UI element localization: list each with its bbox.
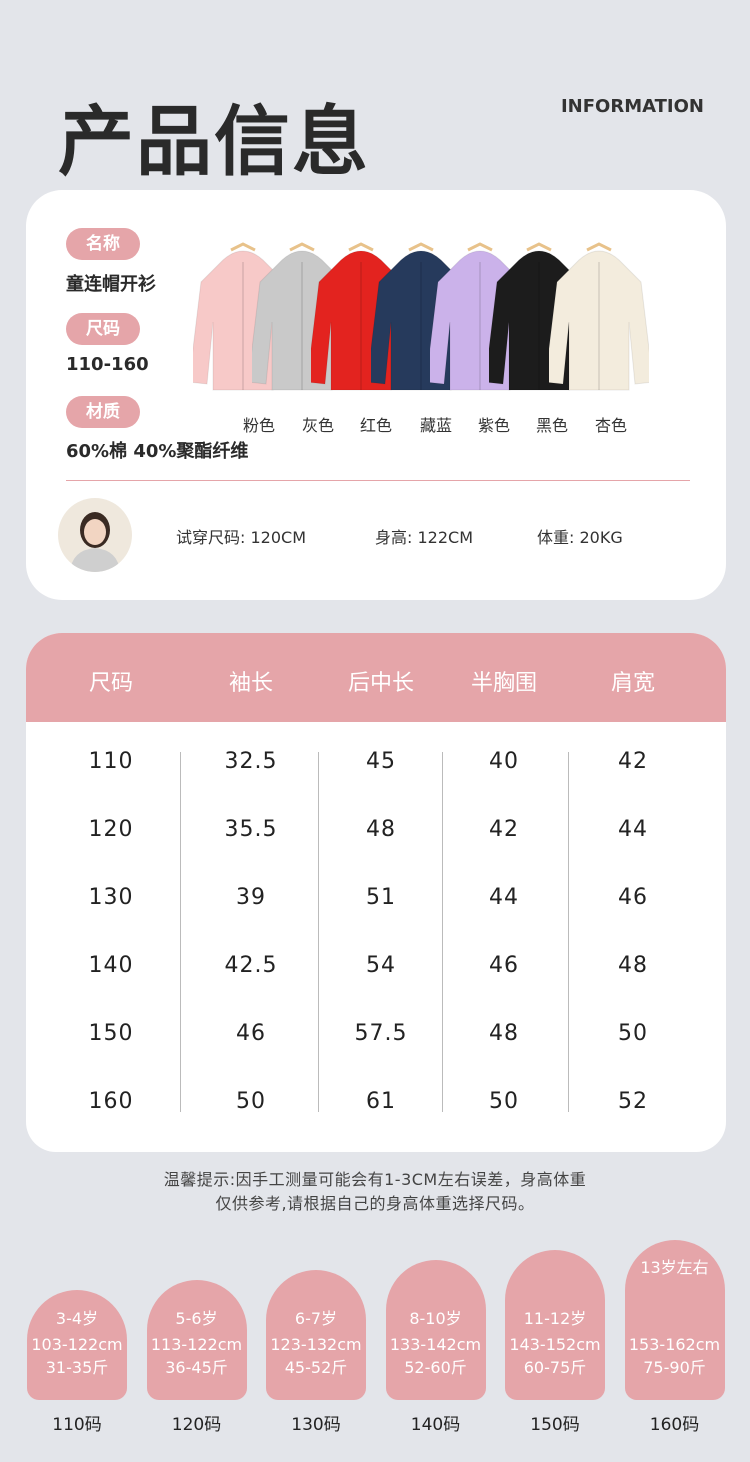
name-label: 名称 <box>66 228 140 260</box>
size-guide-card: 13岁左右 153-162cm 75-90斤 <box>624 1240 725 1400</box>
table-cell: 50 <box>618 1021 648 1046</box>
table-cell: 35.5 <box>224 817 278 842</box>
color-label: 杏色 <box>594 416 627 435</box>
column-divider <box>180 752 181 1112</box>
trial-size: 试穿尺码: 120CM <box>176 528 306 547</box>
weight-range: 45-52斤 <box>284 1358 348 1377</box>
table-cell: 40 <box>489 749 519 774</box>
height-range: 153-162cm <box>628 1335 721 1354</box>
table-cell: 57.5 <box>354 1021 408 1046</box>
table-cell: 120 <box>88 817 134 842</box>
product-info-card: 名称 童连帽开衫 尺码 110-160 材质 60%棉 40%聚酯纤维 粉色 灰色… <box>26 190 726 600</box>
table-cell: 48 <box>489 1021 519 1046</box>
size-table-header: 尺码 袖长 后中长 半胸围 肩宽 <box>26 633 726 722</box>
table-cell: 50 <box>236 1089 266 1114</box>
table-cell: 42 <box>618 749 648 774</box>
color-label: 红色 <box>359 416 392 435</box>
table-cell: 150 <box>88 1021 134 1046</box>
column-header: 袖长 <box>228 671 273 696</box>
size-code: 130码 <box>291 1415 341 1435</box>
column-header: 后中长 <box>347 671 414 696</box>
weight-range: 31-35斤 <box>45 1358 109 1377</box>
size-code: 110码 <box>52 1415 102 1435</box>
table-cell: 39 <box>236 885 266 910</box>
size-guide-card: 8-10岁 133-142cm 52-60斤 <box>385 1260 486 1400</box>
age-range: 11-12岁 <box>523 1309 587 1328</box>
table-cell: 110 <box>88 749 134 774</box>
hoodie-image <box>544 242 654 392</box>
table-cell: 54 <box>366 953 396 978</box>
model-avatar <box>58 498 132 572</box>
height-range: 103-122cm <box>31 1335 123 1354</box>
product-size: 110-160 <box>66 354 149 375</box>
size-guide-card: 3-4岁 103-122cm 31-35斤 <box>27 1290 127 1400</box>
size-guide-card: 11-12岁 143-152cm 60-75斤 <box>505 1250 605 1400</box>
table-cell: 42 <box>489 817 519 842</box>
color-label: 黑色 <box>535 416 568 435</box>
table-cell: 50 <box>489 1089 519 1114</box>
height-range: 113-122cm <box>150 1335 243 1354</box>
size-guide-card: 5-6岁 113-122cm 36-45斤 <box>146 1280 247 1400</box>
column-divider <box>318 752 319 1112</box>
material-label: 材质 <box>66 396 140 428</box>
weight-range: 75-90斤 <box>643 1358 706 1377</box>
color-label: 藏蓝 <box>419 416 452 435</box>
table-cell: 130 <box>88 885 134 910</box>
model-height: 身高: 122CM <box>375 528 473 547</box>
age-range: 13岁左右 <box>640 1258 709 1277</box>
height-range: 133-142cm <box>389 1335 482 1354</box>
column-header: 尺码 <box>88 671 133 696</box>
size-code: 140码 <box>410 1415 461 1435</box>
weight-range: 52-60斤 <box>404 1358 467 1377</box>
age-range: 5-6岁 <box>175 1309 218 1328</box>
size-code: 120码 <box>171 1415 222 1435</box>
age-range: 6-7岁 <box>294 1309 338 1328</box>
table-cell: 48 <box>366 817 396 842</box>
product-name: 童连帽开衫 <box>66 274 156 295</box>
table-cell: 48 <box>618 953 648 978</box>
height-range: 123-132cm <box>270 1335 362 1354</box>
column-divider <box>442 752 443 1112</box>
size-guide-card: 6-7岁 123-132cm 45-52斤 <box>266 1270 366 1400</box>
table-cell: 42.5 <box>224 953 278 978</box>
table-cell: 46 <box>489 953 519 978</box>
table-cell: 160 <box>88 1089 134 1114</box>
table-cell: 61 <box>366 1089 396 1114</box>
table-cell: 45 <box>366 749 396 774</box>
table-cell: 51 <box>366 885 396 910</box>
table-cell: 32.5 <box>224 749 278 774</box>
page-subtitle: INFORMATION <box>560 96 704 117</box>
age-range: 3-4岁 <box>55 1309 99 1328</box>
note-line-1: 温馨提示:因手工测量可能会有1-3CM左右误差，身高体重 <box>163 1170 587 1189</box>
size-table: 尺码 袖长 后中长 半胸围 肩宽 110 32.5 45 40 42 120 35.5 48 42 44 1… <box>26 633 726 1152</box>
page-title: 产品信息 <box>58 97 370 186</box>
table-cell: 46 <box>618 885 648 910</box>
product-material: 60%棉 40%聚酯纤维 <box>66 441 249 462</box>
column-header: 半胸围 <box>470 671 537 696</box>
column-divider <box>568 752 569 1112</box>
size-label: 尺码 <box>66 313 140 345</box>
weight-range: 36-45斤 <box>165 1358 228 1377</box>
table-cell: 44 <box>489 885 519 910</box>
size-code: 160码 <box>649 1415 700 1435</box>
color-label: 粉色 <box>242 416 275 435</box>
size-code: 150码 <box>530 1415 580 1435</box>
table-cell: 44 <box>618 817 648 842</box>
color-label: 灰色 <box>301 416 334 435</box>
height-range: 143-152cm <box>509 1335 601 1354</box>
table-cell: 46 <box>236 1021 266 1046</box>
age-range: 8-10岁 <box>409 1309 462 1328</box>
note-line-2: 仅供参考,请根据自己的身高体重选择尺码。 <box>215 1194 535 1213</box>
table-cell: 140 <box>88 953 134 978</box>
color-label: 紫色 <box>477 416 510 435</box>
divider <box>66 480 690 481</box>
weight-range: 60-75斤 <box>523 1358 587 1377</box>
model-weight: 体重: 20KG <box>537 528 623 547</box>
column-header: 肩宽 <box>610 671 655 696</box>
table-cell: 52 <box>618 1089 648 1114</box>
